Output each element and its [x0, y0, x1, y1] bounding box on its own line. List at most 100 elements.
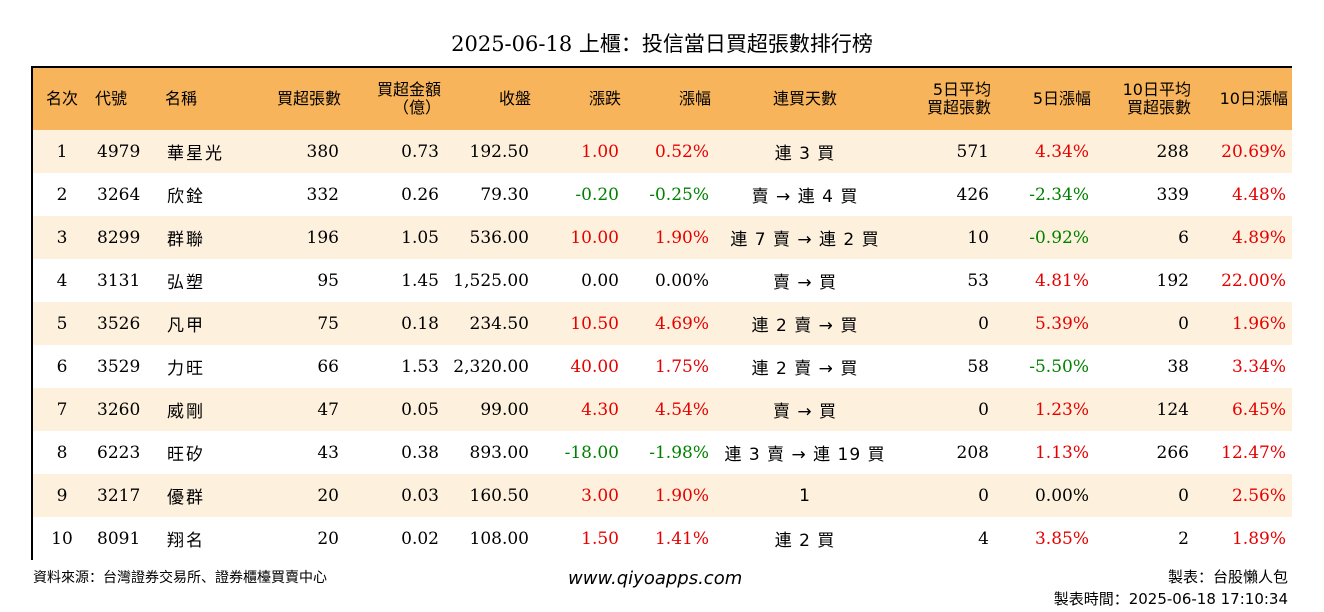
cell-rank: 4 [33, 259, 91, 302]
cell-pct5: 0.00% [995, 474, 1095, 517]
cell-avg5: 58 [895, 345, 995, 388]
cell-pct5: 4.34% [995, 130, 1095, 173]
cell-change: 3.00 [535, 474, 625, 517]
cell-pct5: 4.81% [995, 259, 1095, 302]
header-pct10: 10日漲幅 [1195, 68, 1292, 130]
cell-pct10: 12.47% [1195, 431, 1292, 474]
cell-buy-shares: 332 [243, 173, 345, 216]
cell-pct5: 5.39% [995, 302, 1095, 345]
cell-code: 4979 [91, 130, 161, 173]
maker-credit: 製表：台股懶人包 [1167, 568, 1288, 586]
cell-buy-shares: 75 [243, 302, 345, 345]
cell-code: 3131 [91, 259, 161, 302]
header-buy-amount: 買超金額 （億） [345, 68, 445, 130]
cell-buy-shares: 95 [243, 259, 345, 302]
cell-close: 192.50 [445, 130, 535, 173]
cell-avg5: 208 [895, 431, 995, 474]
cell-pct: 4.54% [625, 388, 715, 431]
cell-rank: 5 [33, 302, 91, 345]
website-link[interactable]: www.qiyoapps.com [568, 568, 743, 589]
table-row: 6 3529 力旺 66 1.53 2,320.00 40.00 1.75% 連 2 賣 → 買… [33, 345, 1292, 388]
header-rank: 名次 [33, 68, 91, 130]
cell-name: 優群 [161, 474, 243, 517]
cell-close: 536.00 [445, 216, 535, 259]
cell-rank: 6 [33, 345, 91, 388]
cell-buy-amount: 0.38 [345, 431, 445, 474]
cell-pct10: 4.89% [1195, 216, 1292, 259]
cell-close: 1,525.00 [445, 259, 535, 302]
table-row: 9 3217 優群 20 0.03 160.50 3.00 1.90% 1 0 0.00% 0 2.56… [33, 474, 1292, 517]
cell-close: 234.50 [445, 302, 535, 345]
cell-pct10: 4.48% [1195, 173, 1292, 216]
cell-change: -0.20 [535, 173, 625, 216]
cell-avg5: 10 [895, 216, 995, 259]
cell-avg10: 6 [1095, 216, 1195, 259]
cell-pct: 1.41% [625, 517, 715, 560]
cell-name: 弘塑 [161, 259, 243, 302]
cell-rank: 2 [33, 173, 91, 216]
cell-pct: -0.25% [625, 173, 715, 216]
header-pct: 漲幅 [625, 68, 715, 130]
header-avg10-line2: 買超張數 [1126, 98, 1191, 117]
cell-avg10: 0 [1095, 302, 1195, 345]
cell-pct: 1.90% [625, 474, 715, 517]
header-avg5-line1: 5日平均 [932, 80, 991, 100]
cell-streak: 連 7 賣 → 連 2 買 [715, 216, 895, 259]
cell-close: 99.00 [445, 388, 535, 431]
cell-streak: 賣 → 買 [715, 259, 895, 302]
cell-pct5: -0.92% [995, 216, 1095, 259]
cell-streak: 連 2 賣 → 買 [715, 345, 895, 388]
ranking-table: 名次 代號 名稱 買超張數 買超金額 （億） 收盤 漲跌 漲幅 連買天數 5日平… [33, 68, 1292, 560]
cell-pct5: 1.13% [995, 431, 1095, 474]
header-avg5: 5日平均 買超張數 [895, 68, 995, 130]
cell-name: 力旺 [161, 345, 243, 388]
cell-code: 3526 [91, 302, 161, 345]
cell-pct: 1.90% [625, 216, 715, 259]
cell-rank: 1 [33, 130, 91, 173]
table-row: 1 4979 華星光 380 0.73 192.50 1.00 0.52% 連 3 買 571 4.… [33, 130, 1292, 173]
cell-buy-shares: 380 [243, 130, 345, 173]
cell-pct: -1.98% [625, 431, 715, 474]
cell-avg5: 4 [895, 517, 995, 560]
header-change: 漲跌 [535, 68, 625, 130]
cell-streak: 連 3 買 [715, 130, 895, 173]
cell-streak: 賣 → 買 [715, 388, 895, 431]
cell-code: 6223 [91, 431, 161, 474]
cell-code: 3264 [91, 173, 161, 216]
cell-streak: 1 [715, 474, 895, 517]
cell-pct5: -5.50% [995, 345, 1095, 388]
cell-rank: 3 [33, 216, 91, 259]
header-name: 名稱 [161, 68, 243, 130]
cell-pct5: 3.85% [995, 517, 1095, 560]
cell-name: 凡甲 [161, 302, 243, 345]
cell-buy-shares: 47 [243, 388, 345, 431]
ranking-table-container: 名次 代號 名稱 買超張數 買超金額 （億） 收盤 漲跌 漲幅 連買天數 5日平… [31, 66, 1292, 560]
cell-code: 3217 [91, 474, 161, 517]
cell-avg5: 571 [895, 130, 995, 173]
cell-avg10: 38 [1095, 345, 1195, 388]
cell-pct: 0.52% [625, 130, 715, 173]
cell-buy-shares: 20 [243, 517, 345, 560]
header-buy-amount-line2: （億） [392, 98, 441, 117]
cell-pct10: 3.34% [1195, 345, 1292, 388]
cell-rank: 9 [33, 474, 91, 517]
page-title: 2025-06-18 上櫃：投信當日買超張數排行榜 [451, 32, 873, 56]
cell-code: 8299 [91, 216, 161, 259]
cell-change: 40.00 [535, 345, 625, 388]
cell-change: 10.50 [535, 302, 625, 345]
cell-buy-shares: 43 [243, 431, 345, 474]
cell-avg5: 426 [895, 173, 995, 216]
cell-pct5: -2.34% [995, 173, 1095, 216]
cell-change: -18.00 [535, 431, 625, 474]
cell-streak: 連 2 賣 → 買 [715, 302, 895, 345]
cell-pct10: 22.00% [1195, 259, 1292, 302]
cell-pct10: 20.69% [1195, 130, 1292, 173]
cell-buy-amount: 1.53 [345, 345, 445, 388]
header-streak: 連買天數 [715, 68, 895, 130]
cell-avg10: 0 [1095, 474, 1195, 517]
cell-name: 欣銓 [161, 173, 243, 216]
cell-close: 893.00 [445, 431, 535, 474]
cell-name: 群聯 [161, 216, 243, 259]
